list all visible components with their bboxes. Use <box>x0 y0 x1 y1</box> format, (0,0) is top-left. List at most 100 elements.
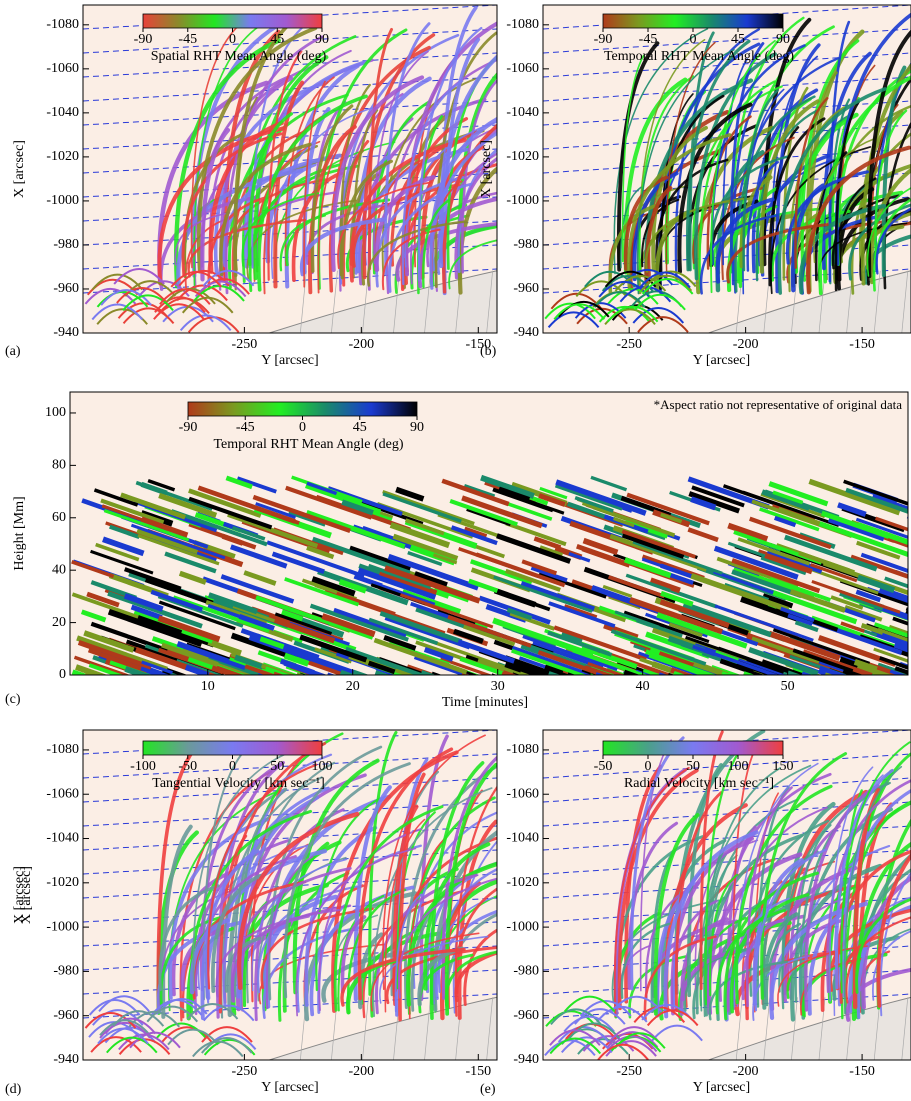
fibril <box>193 26 258 290</box>
streak <box>399 593 494 629</box>
limb-grid <box>331 270 338 333</box>
fibril <box>643 935 717 1021</box>
limb-grid <box>486 270 493 333</box>
fibril <box>438 54 497 269</box>
fibril <box>613 28 709 275</box>
fibril <box>704 744 745 1006</box>
streak <box>109 524 141 540</box>
streak <box>614 610 660 629</box>
streak <box>75 664 108 675</box>
y-tick-label: -980 <box>513 237 539 252</box>
fibril <box>444 762 497 1016</box>
fibril <box>246 199 357 280</box>
fibril <box>279 214 326 272</box>
solar-limb <box>708 996 911 1060</box>
loop <box>558 301 610 318</box>
y-tick-label: -1020 <box>46 875 79 890</box>
fibril <box>452 840 497 1014</box>
limb-grid <box>873 270 881 333</box>
streak <box>760 555 807 576</box>
streak <box>590 475 628 492</box>
fibril <box>729 42 765 264</box>
streak <box>629 597 723 635</box>
streak <box>544 664 577 675</box>
coordinate-line <box>543 28 911 54</box>
streak <box>178 570 207 585</box>
loop <box>201 1037 253 1054</box>
streak <box>714 604 814 642</box>
y-tick-label: -1000 <box>46 193 79 208</box>
streak <box>810 563 858 583</box>
fibril <box>875 207 911 275</box>
fibril <box>456 147 497 274</box>
colorbar-tick-label: 90 <box>776 32 790 47</box>
streak <box>878 586 908 603</box>
fibril <box>183 132 245 278</box>
streak <box>426 672 437 675</box>
streak <box>244 664 277 675</box>
streak <box>762 593 794 609</box>
x-axis-label: Time [minutes] <box>442 695 528 710</box>
streak <box>283 652 310 667</box>
fibril <box>349 138 468 283</box>
streak <box>811 579 901 614</box>
x-tick-label: -150 <box>465 337 491 352</box>
fibril <box>200 128 231 282</box>
fibril <box>187 218 307 278</box>
loop <box>549 1029 601 1046</box>
limb-grid <box>735 997 743 1060</box>
fibril <box>384 818 426 1013</box>
streak <box>299 634 368 663</box>
fibril <box>315 797 381 992</box>
streak <box>379 610 463 644</box>
fibril <box>638 75 695 275</box>
streak <box>554 484 623 511</box>
streak <box>274 612 333 636</box>
y-axis-label: Height [Mm] <box>12 496 27 570</box>
colorbar-tick-label: 150 <box>773 759 794 774</box>
coordinate-line <box>543 849 911 875</box>
x-tick-label: -200 <box>349 337 375 352</box>
panel-label: (c) <box>5 692 21 707</box>
loop <box>646 1009 699 1027</box>
streak <box>383 635 417 651</box>
streak <box>86 591 120 608</box>
loop <box>159 288 211 305</box>
fibril <box>308 124 357 295</box>
fibril <box>746 160 779 272</box>
streak <box>576 543 630 567</box>
loop <box>606 305 659 323</box>
streak <box>511 648 588 675</box>
colorbar <box>142 13 323 29</box>
streak <box>100 498 165 525</box>
y-axis-label: X [arcsec] <box>19 866 34 924</box>
streak <box>893 642 908 653</box>
fibril <box>762 912 799 1010</box>
streak <box>321 613 376 638</box>
streak <box>751 636 820 664</box>
colorbar-label: Radial Velocity [km sec⁻¹] <box>624 776 774 791</box>
streak <box>206 489 300 525</box>
streak <box>413 655 471 675</box>
streak <box>188 496 273 530</box>
loop <box>96 291 149 308</box>
y-tick-label: -980 <box>53 964 79 979</box>
fibril <box>233 15 299 278</box>
fibril <box>867 29 911 279</box>
streak <box>520 581 595 612</box>
coordinate-line <box>83 849 497 875</box>
streak <box>530 565 568 583</box>
x-axis-label: Y [arcsec] <box>261 353 318 368</box>
loop <box>181 296 234 314</box>
streak <box>421 670 437 675</box>
fibril <box>879 871 911 1017</box>
streak <box>225 475 253 490</box>
streak <box>691 485 745 508</box>
streak <box>440 656 493 675</box>
plot-content <box>543 5 911 333</box>
streak <box>450 525 498 546</box>
fibril <box>283 762 411 999</box>
streak <box>689 659 729 675</box>
streak <box>613 516 635 528</box>
loop <box>158 297 210 314</box>
